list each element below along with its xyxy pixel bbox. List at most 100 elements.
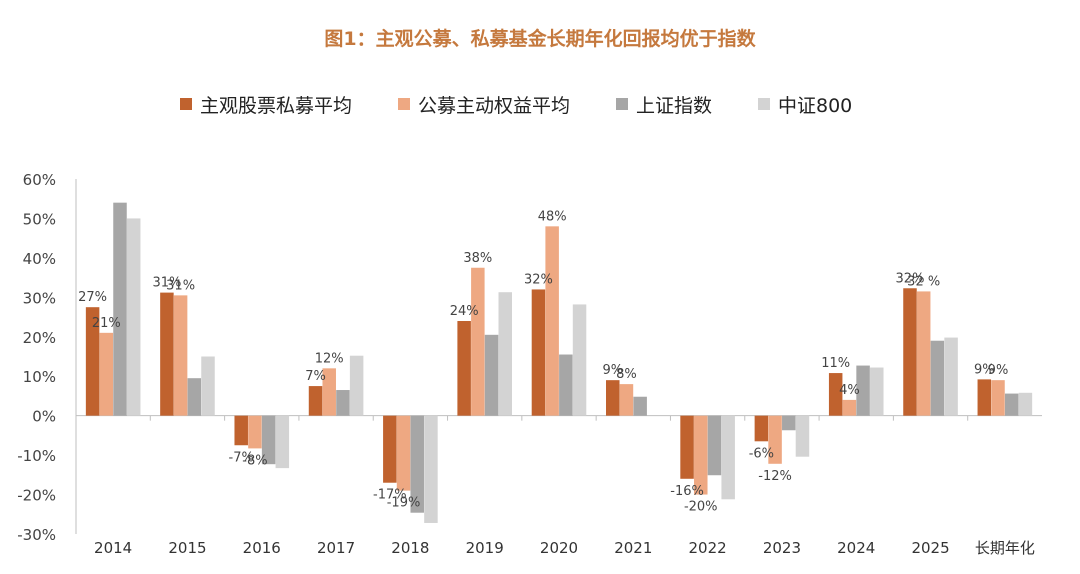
bar-0 bbox=[754, 415, 769, 442]
bar-2 bbox=[261, 415, 276, 465]
bar-3 bbox=[870, 367, 884, 416]
bar-3 bbox=[275, 415, 290, 469]
bar-3 bbox=[498, 292, 512, 416]
bar-1 bbox=[694, 415, 708, 495]
bar-2 bbox=[1004, 393, 1019, 416]
legend-item-sse: 上证指数 bbox=[616, 90, 712, 118]
x-tick-label: 2015 bbox=[168, 539, 206, 557]
y-tick-label: 60% bbox=[23, 171, 56, 189]
data-label: -16% bbox=[670, 484, 704, 499]
data-label: -8% bbox=[242, 453, 267, 468]
bar-2 bbox=[707, 415, 722, 476]
data-label: -6% bbox=[749, 446, 774, 461]
bar-1 bbox=[916, 291, 931, 416]
bar-2 bbox=[113, 202, 127, 416]
bar-3 bbox=[349, 355, 364, 416]
x-tick-label: 2020 bbox=[540, 539, 578, 557]
data-label: 31% bbox=[152, 276, 181, 291]
bar-2 bbox=[187, 378, 202, 416]
data-label: 38% bbox=[463, 251, 492, 266]
bar-2 bbox=[633, 396, 647, 416]
legend-swatch-csi800 bbox=[758, 98, 770, 110]
legend-swatch-private bbox=[180, 98, 192, 110]
x-tick-label: 2014 bbox=[94, 539, 132, 557]
x-tick-label: 长期年化 bbox=[975, 539, 1035, 557]
data-label: 48% bbox=[538, 209, 567, 224]
bar-1 bbox=[991, 380, 1005, 416]
y-tick-label: -10% bbox=[17, 447, 56, 465]
bar-1 bbox=[396, 415, 411, 491]
bar-0 bbox=[977, 379, 992, 416]
bar-0 bbox=[531, 289, 546, 416]
bar-1 bbox=[768, 415, 782, 464]
bar-2 bbox=[559, 354, 573, 416]
legend-label-public: 公募主动权益平均 bbox=[418, 94, 571, 117]
data-label: -7% bbox=[229, 450, 254, 465]
y-tick-label: 40% bbox=[23, 250, 56, 268]
y-tick-label: -20% bbox=[17, 487, 56, 505]
data-label: 11% bbox=[821, 356, 850, 371]
legend-item-private: 主观股票私募平均 bbox=[180, 90, 352, 118]
data-label: 32% bbox=[896, 271, 925, 286]
data-label: 27% bbox=[78, 290, 107, 305]
y-tick-label: 50% bbox=[23, 210, 56, 228]
bar-2 bbox=[410, 415, 424, 513]
x-tick-label: 2021 bbox=[614, 539, 652, 557]
bar-3 bbox=[1018, 392, 1033, 416]
legend-swatch-public bbox=[398, 98, 410, 110]
data-label: 8% bbox=[616, 367, 637, 382]
bar-0 bbox=[457, 321, 471, 416]
x-tick-label: 2018 bbox=[391, 539, 429, 557]
bar-2 bbox=[930, 340, 945, 416]
bar-1 bbox=[842, 399, 857, 416]
x-tick-label: 2022 bbox=[689, 539, 727, 557]
bar-1 bbox=[322, 368, 336, 416]
x-tick-label: 2017 bbox=[317, 539, 355, 557]
data-label: 7% bbox=[305, 369, 326, 384]
data-label: -20% bbox=[684, 500, 718, 515]
bar-3 bbox=[795, 415, 810, 457]
bar-3 bbox=[126, 218, 141, 416]
bar-0 bbox=[234, 415, 248, 446]
bar-3 bbox=[201, 356, 215, 416]
bar-0 bbox=[85, 307, 100, 416]
y-tick-label: -30% bbox=[17, 526, 56, 544]
bar-0 bbox=[606, 380, 620, 416]
bar-2 bbox=[484, 334, 499, 416]
data-label: -19% bbox=[387, 496, 421, 511]
data-label: 32% bbox=[524, 272, 553, 287]
bar-2 bbox=[856, 365, 870, 416]
legend-label-csi800: 中证800 bbox=[778, 94, 853, 117]
legend-item-public: 公募主动权益平均 bbox=[398, 90, 570, 118]
bar-0 bbox=[160, 292, 174, 416]
x-tick-label: 2016 bbox=[243, 539, 281, 557]
x-tick-label: 2019 bbox=[466, 539, 504, 557]
legend-label-private: 主观股票私募平均 bbox=[200, 94, 353, 117]
bar-1 bbox=[173, 295, 188, 416]
y-tick-label: 30% bbox=[23, 289, 56, 307]
data-label: 9% bbox=[988, 363, 1009, 378]
bar-1 bbox=[248, 415, 262, 449]
bar-3 bbox=[424, 415, 438, 523]
data-label: 4% bbox=[839, 383, 860, 398]
data-label: 32 % bbox=[907, 274, 940, 289]
legend-swatch-sse bbox=[616, 98, 628, 110]
bar-1 bbox=[545, 226, 559, 416]
x-tick-label: 2025 bbox=[911, 539, 949, 557]
bar-1 bbox=[619, 384, 634, 416]
bar-2 bbox=[782, 415, 796, 431]
data-label: 21% bbox=[92, 316, 121, 331]
legend-label-sse: 上证指数 bbox=[636, 94, 713, 117]
bar-2 bbox=[336, 390, 350, 416]
y-tick-label: 20% bbox=[23, 329, 56, 347]
x-tick-label: 2023 bbox=[763, 539, 801, 557]
data-label: -12% bbox=[758, 469, 792, 484]
bar-0 bbox=[903, 288, 917, 416]
x-tick-label: 2024 bbox=[837, 539, 875, 557]
bar-0 bbox=[308, 386, 323, 416]
data-label: 31% bbox=[166, 278, 195, 293]
y-tick-label: 10% bbox=[23, 368, 56, 386]
data-label: -17% bbox=[373, 488, 407, 503]
bar-3 bbox=[721, 415, 735, 500]
data-label: 24% bbox=[450, 304, 479, 319]
